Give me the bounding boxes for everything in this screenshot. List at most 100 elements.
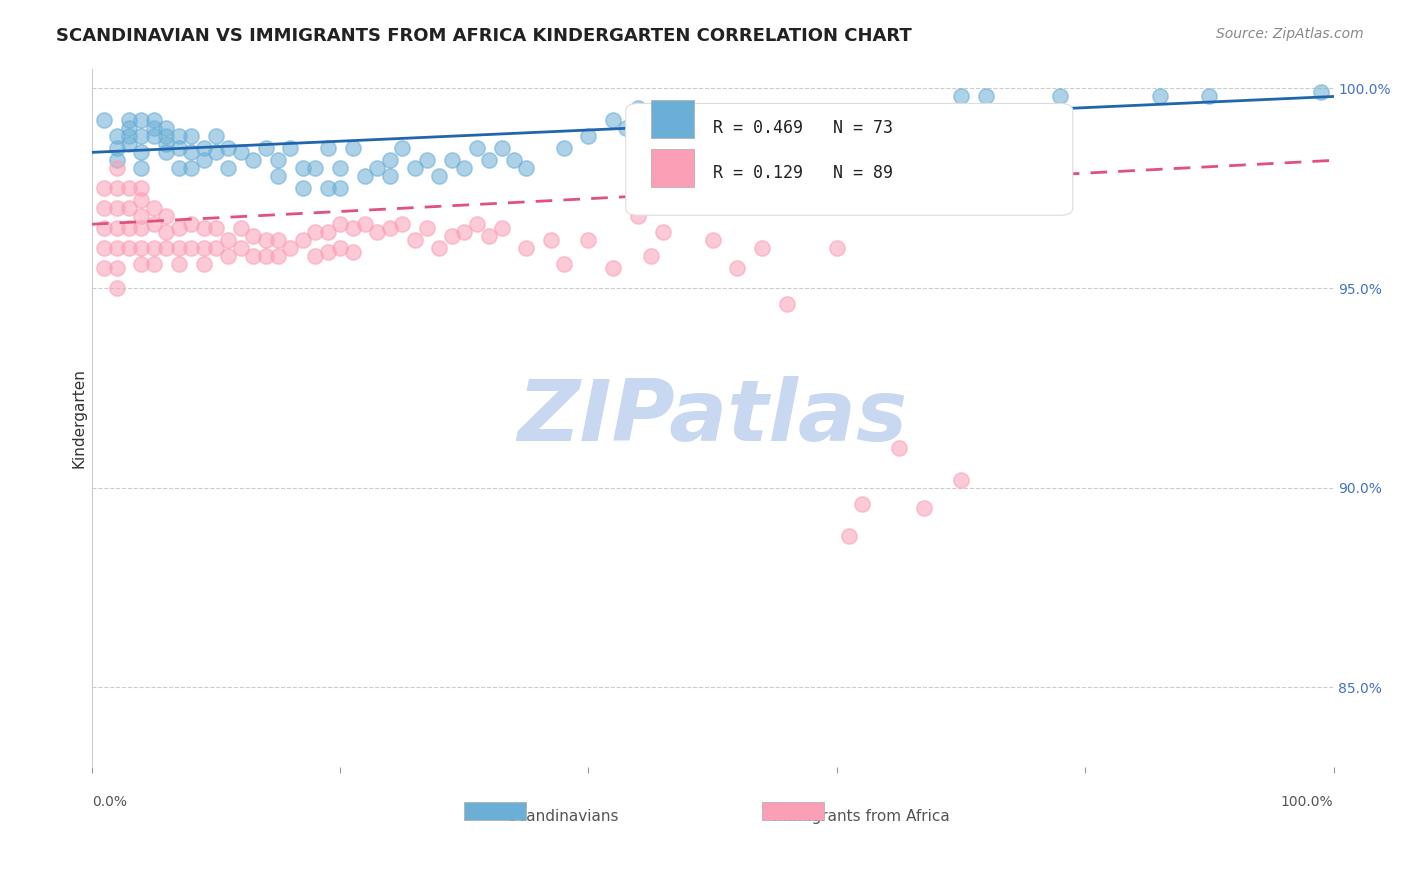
Point <box>404 233 426 247</box>
Point <box>515 161 537 176</box>
Point <box>118 129 141 144</box>
Point <box>378 221 401 235</box>
Point <box>131 241 153 255</box>
Point <box>105 181 128 195</box>
Point <box>193 241 215 255</box>
Point <box>751 241 773 255</box>
Point <box>105 241 128 255</box>
Point <box>105 161 128 176</box>
Point <box>254 249 277 263</box>
Point <box>329 241 352 255</box>
Point <box>131 194 153 208</box>
Point <box>280 241 302 255</box>
Point <box>1310 86 1333 100</box>
Point <box>131 145 153 160</box>
Point <box>229 145 252 160</box>
Point <box>602 113 624 128</box>
FancyBboxPatch shape <box>651 149 695 187</box>
Point <box>155 145 177 160</box>
Point <box>378 153 401 168</box>
Point <box>465 141 488 155</box>
Point <box>142 129 165 144</box>
Point <box>118 241 141 255</box>
Point <box>602 261 624 276</box>
Point <box>180 161 202 176</box>
Point <box>242 229 264 244</box>
Point <box>912 500 935 515</box>
Point <box>640 249 662 263</box>
Point <box>440 229 463 244</box>
Point <box>131 113 153 128</box>
Point <box>254 141 277 155</box>
Point <box>105 141 128 155</box>
Point <box>142 241 165 255</box>
Point <box>142 201 165 215</box>
Point <box>267 153 290 168</box>
Point <box>142 113 165 128</box>
Point <box>578 129 600 144</box>
Point <box>949 89 972 103</box>
Point <box>553 257 575 271</box>
FancyBboxPatch shape <box>464 802 526 820</box>
Point <box>167 221 190 235</box>
Point <box>118 121 141 136</box>
Point <box>118 113 141 128</box>
Point <box>93 261 115 276</box>
Point <box>627 209 650 223</box>
Text: Scandinavians: Scandinavians <box>509 809 619 824</box>
Point <box>93 241 115 255</box>
Point <box>131 181 153 195</box>
Point <box>155 121 177 136</box>
Point <box>478 229 501 244</box>
Point <box>329 217 352 231</box>
Point <box>93 181 115 195</box>
Text: 100.0%: 100.0% <box>1281 796 1333 809</box>
Point <box>167 161 190 176</box>
Point <box>155 209 177 223</box>
Text: R = 0.129   N = 89: R = 0.129 N = 89 <box>713 164 893 182</box>
Point <box>105 129 128 144</box>
Point <box>267 249 290 263</box>
Point <box>316 245 339 260</box>
Point <box>614 121 637 136</box>
Point <box>242 153 264 168</box>
Point <box>180 129 202 144</box>
Point <box>652 113 675 128</box>
Point <box>118 201 141 215</box>
Point <box>1149 89 1171 103</box>
Point <box>453 225 475 239</box>
FancyBboxPatch shape <box>762 802 824 820</box>
Point <box>291 181 314 195</box>
Point <box>155 129 177 144</box>
Point <box>105 221 128 235</box>
Point <box>193 141 215 155</box>
Point <box>553 141 575 155</box>
Point <box>491 221 513 235</box>
Point <box>242 249 264 263</box>
Point <box>131 257 153 271</box>
Point <box>193 257 215 271</box>
Point <box>652 225 675 239</box>
Point <box>851 497 873 511</box>
Text: ZIPatlas: ZIPatlas <box>517 376 908 459</box>
Point <box>342 141 364 155</box>
Point <box>142 217 165 231</box>
Point <box>205 129 228 144</box>
Point <box>118 137 141 152</box>
Point <box>776 297 799 311</box>
Point <box>465 217 488 231</box>
Point <box>217 233 239 247</box>
Point <box>354 169 377 184</box>
Point <box>627 102 650 116</box>
Point <box>949 473 972 487</box>
Point <box>167 129 190 144</box>
Y-axis label: Kindergarten: Kindergarten <box>72 368 86 467</box>
Point <box>503 153 526 168</box>
Point <box>378 169 401 184</box>
Text: SCANDINAVIAN VS IMMIGRANTS FROM AFRICA KINDERGARTEN CORRELATION CHART: SCANDINAVIAN VS IMMIGRANTS FROM AFRICA K… <box>56 27 912 45</box>
Point <box>329 161 352 176</box>
Point <box>131 161 153 176</box>
Point <box>404 161 426 176</box>
Point <box>254 233 277 247</box>
Point <box>155 241 177 255</box>
